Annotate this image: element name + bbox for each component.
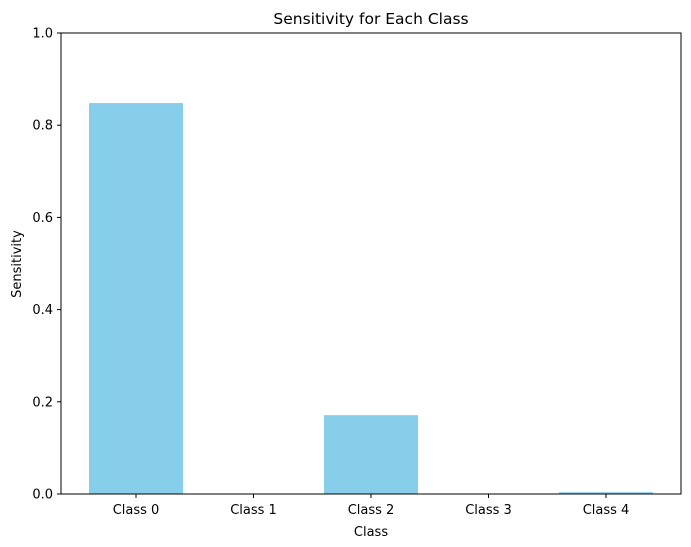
y-tick-label: 0.4 [32,303,53,318]
y-tick-label: 0.6 [32,211,53,226]
x-axis-title: Class [354,525,388,540]
bar-class-4 [559,492,653,494]
y-tick-label: 0.0 [32,488,53,503]
x-tick-label: Class 4 [583,503,630,518]
y-tick-label: 0.8 [32,119,53,134]
y-tick-label: 1.0 [32,27,53,42]
x-tick-label: Class 1 [230,503,277,518]
y-axis-title: Sensitivity [10,230,25,298]
plot-area: 0.0 0.2 0.4 0.6 0.8 1.0 Class 0 Class 1 Class 2 C… [32,27,682,518]
chart-title: Sensitivity for Each Class [273,10,468,28]
x-tick-label: Class 0 [113,503,160,518]
bar-class-2 [324,415,418,494]
x-tick-label: Class 3 [465,503,512,518]
y-tick-label: 0.2 [32,395,53,410]
bar-class-0 [89,103,183,495]
x-tick-label: Class 2 [348,503,395,518]
